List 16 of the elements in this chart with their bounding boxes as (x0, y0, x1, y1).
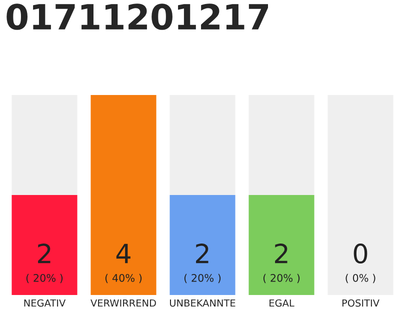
x-tick-label: POSITIV (342, 299, 380, 307)
data-label: 2 (275, 244, 288, 264)
data-label: 2 (196, 244, 208, 264)
data-label: 4 (116, 244, 130, 264)
x-tick-label: EGAL (270, 299, 294, 307)
annotation: ( 20% ) (263, 274, 300, 284)
annotation: ( 20% ) (184, 274, 221, 284)
annotation: ( 0% ) (346, 274, 376, 284)
annotation: ( 40% ) (105, 274, 142, 284)
x-tick-label: UNBEKANNTE (170, 299, 236, 307)
x-tick-label: NEGATIV (24, 299, 66, 307)
annotation: ( 20% ) (26, 274, 63, 284)
chart-title: 01711201217 (6, 4, 268, 30)
data-label: 2 (38, 244, 50, 264)
x-tick-label: VERWIRREND (90, 299, 156, 307)
annotation: 0 (354, 244, 368, 264)
